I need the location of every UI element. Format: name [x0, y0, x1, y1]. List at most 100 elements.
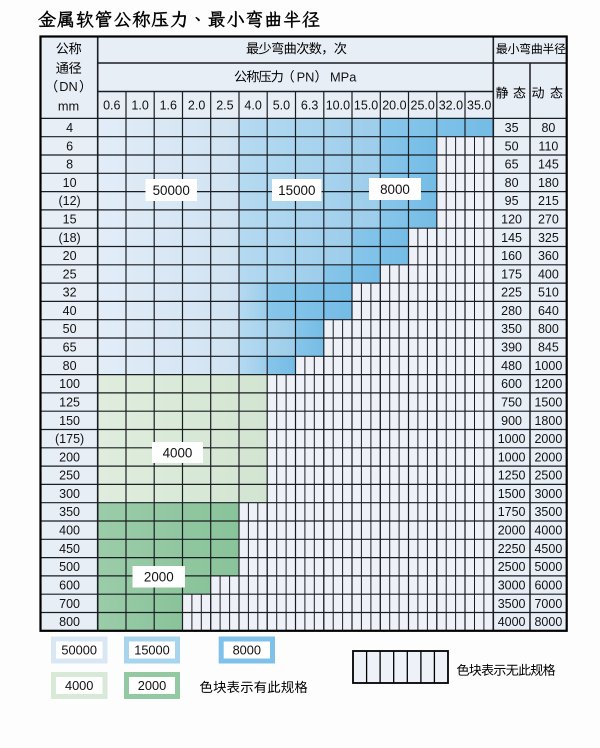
svg-text:180: 180: [538, 176, 559, 190]
svg-text:10: 10: [63, 176, 77, 190]
svg-text:360: 360: [538, 249, 559, 263]
svg-text:10.0: 10.0: [326, 98, 350, 112]
svg-text:15: 15: [63, 213, 77, 227]
svg-text:2000: 2000: [138, 678, 166, 693]
svg-text:3500: 3500: [534, 505, 562, 519]
svg-text:15.0: 15.0: [354, 98, 378, 112]
svg-text:2500: 2500: [534, 469, 562, 483]
svg-text:800: 800: [59, 615, 80, 629]
svg-text:50: 50: [63, 322, 77, 336]
svg-text:(18): (18): [58, 231, 80, 245]
svg-text:110: 110: [538, 139, 558, 153]
svg-text:250: 250: [59, 469, 80, 483]
svg-text:mm: mm: [58, 98, 79, 113]
svg-text:4500: 4500: [534, 542, 562, 556]
svg-text:3000: 3000: [534, 487, 562, 501]
svg-text:350: 350: [501, 322, 522, 336]
svg-text:1750: 1750: [498, 505, 526, 519]
svg-text:1000: 1000: [498, 450, 526, 464]
svg-text:50: 50: [505, 139, 519, 153]
svg-text:8000: 8000: [534, 615, 562, 629]
svg-text:2250: 2250: [498, 542, 526, 556]
svg-text:5.0: 5.0: [273, 98, 290, 112]
svg-text:4000: 4000: [498, 615, 526, 629]
svg-text:900: 900: [501, 414, 522, 428]
svg-text:8000: 8000: [233, 643, 261, 658]
svg-text:80: 80: [505, 176, 519, 190]
svg-text:225: 225: [501, 286, 522, 300]
svg-text:6.3: 6.3: [301, 98, 318, 112]
svg-text:6: 6: [66, 139, 73, 153]
svg-text:DN: DN: [59, 79, 77, 94]
svg-text:20.0: 20.0: [382, 98, 406, 112]
svg-text:4000: 4000: [65, 678, 93, 693]
svg-text:100: 100: [59, 377, 80, 391]
svg-text:2000: 2000: [144, 570, 174, 585]
svg-text:1.6: 1.6: [160, 98, 177, 112]
svg-text:4000: 4000: [163, 445, 193, 460]
svg-text:400: 400: [538, 267, 559, 281]
svg-text:4: 4: [66, 121, 73, 135]
svg-text:25: 25: [63, 267, 77, 281]
svg-text:750: 750: [501, 395, 522, 409]
svg-text:1.0: 1.0: [131, 98, 148, 112]
svg-text:800: 800: [538, 322, 559, 336]
svg-text:200: 200: [59, 450, 80, 464]
svg-text:1250: 1250: [498, 469, 526, 483]
svg-text:2.5: 2.5: [216, 98, 233, 112]
svg-text:1200: 1200: [534, 377, 562, 391]
svg-text:7000: 7000: [534, 597, 562, 611]
svg-text:150: 150: [59, 414, 80, 428]
svg-text:270: 270: [538, 213, 559, 227]
svg-text:145: 145: [501, 231, 522, 245]
svg-text:5000: 5000: [534, 560, 562, 574]
svg-text:2.0: 2.0: [188, 98, 205, 112]
svg-text:400: 400: [59, 524, 80, 538]
svg-text:15000: 15000: [134, 643, 170, 658]
svg-text:35: 35: [505, 121, 519, 135]
svg-text:145: 145: [538, 158, 559, 172]
svg-text:0.6: 0.6: [103, 98, 120, 112]
svg-text:120: 120: [501, 213, 522, 227]
svg-text:15000: 15000: [278, 183, 315, 198]
svg-text:PN: PN: [297, 69, 315, 84]
svg-text:845: 845: [538, 341, 559, 355]
svg-text:1000: 1000: [498, 432, 526, 446]
svg-text:600: 600: [501, 377, 522, 391]
svg-text:65: 65: [63, 341, 77, 355]
svg-text:MPa: MPa: [330, 69, 357, 84]
svg-text:1500: 1500: [534, 395, 562, 409]
svg-text:2500: 2500: [498, 560, 526, 574]
svg-text:390: 390: [501, 341, 522, 355]
svg-text:1000: 1000: [534, 359, 562, 373]
svg-text:4000: 4000: [534, 524, 562, 538]
svg-text:2000: 2000: [498, 524, 526, 538]
svg-text:3000: 3000: [498, 578, 526, 592]
svg-text:215: 215: [538, 194, 559, 208]
svg-text:125: 125: [59, 395, 80, 409]
svg-text:(12): (12): [58, 194, 80, 208]
svg-text:350: 350: [59, 505, 80, 519]
svg-text:50000: 50000: [153, 183, 190, 198]
svg-text:32: 32: [63, 286, 77, 300]
svg-text:450: 450: [59, 542, 80, 556]
svg-text:8: 8: [66, 158, 73, 172]
svg-text:6000: 6000: [534, 578, 562, 592]
svg-text:175: 175: [501, 267, 522, 281]
svg-text:600: 600: [59, 578, 80, 592]
svg-text:510: 510: [538, 286, 559, 300]
svg-text:4.0: 4.0: [244, 98, 261, 112]
svg-text:25.0: 25.0: [411, 98, 435, 112]
svg-text:2000: 2000: [534, 432, 562, 446]
svg-text:50000: 50000: [61, 643, 97, 658]
svg-text:300: 300: [59, 487, 80, 501]
svg-text:500: 500: [59, 560, 80, 574]
svg-text:1500: 1500: [498, 487, 526, 501]
svg-text:2000: 2000: [534, 450, 562, 464]
svg-text:640: 640: [538, 304, 559, 318]
svg-text:35.0: 35.0: [467, 98, 491, 112]
svg-text:8000: 8000: [380, 182, 410, 197]
svg-text:160: 160: [501, 249, 522, 263]
svg-text:325: 325: [538, 231, 559, 245]
svg-text:40: 40: [63, 304, 77, 318]
